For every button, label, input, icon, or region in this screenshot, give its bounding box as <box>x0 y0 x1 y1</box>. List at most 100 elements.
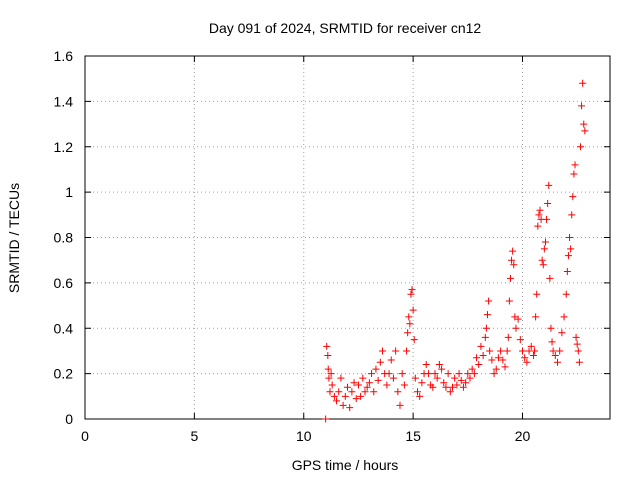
data-point <box>405 313 413 321</box>
data-point <box>379 347 386 355</box>
data-point <box>368 370 376 378</box>
y-tick-label: 0.8 <box>54 230 74 246</box>
data-point <box>322 415 330 423</box>
data-point <box>404 329 412 337</box>
axis-ticks <box>84 55 610 420</box>
data-point <box>323 342 331 350</box>
data-point <box>446 388 454 396</box>
data-point <box>492 365 500 373</box>
data-point <box>411 374 419 382</box>
data-point <box>509 247 517 255</box>
data-point <box>504 333 512 341</box>
data-point <box>326 388 334 396</box>
data-point <box>341 392 349 400</box>
data-point <box>564 252 572 260</box>
data-point <box>422 361 430 369</box>
data-point <box>570 170 578 178</box>
data-point <box>499 356 507 364</box>
data-point <box>354 381 362 389</box>
data-point <box>327 370 335 378</box>
data-point <box>453 381 461 389</box>
data-point <box>462 379 470 387</box>
data-point <box>510 261 518 269</box>
data-point <box>468 365 476 373</box>
data-point <box>571 161 579 169</box>
data-point <box>503 347 511 355</box>
data-point <box>575 358 583 366</box>
data-point <box>333 397 341 405</box>
data-point <box>410 336 418 344</box>
data-point <box>337 374 345 382</box>
data-point <box>435 361 443 369</box>
data-point <box>536 206 544 214</box>
plot-frame <box>84 55 611 420</box>
data-point <box>567 245 575 253</box>
data-point <box>370 388 378 396</box>
data-point <box>438 365 446 373</box>
data-point <box>414 388 421 396</box>
data-point <box>523 358 531 366</box>
data-point <box>372 365 380 373</box>
data-point <box>339 401 347 409</box>
data-point <box>374 376 382 384</box>
data-point <box>477 342 485 350</box>
data-point <box>363 383 371 391</box>
data-point <box>573 340 581 348</box>
data-point <box>352 395 360 403</box>
data-point <box>442 383 450 391</box>
data-points <box>322 79 589 423</box>
data-point <box>506 274 514 282</box>
x-tick-label: 15 <box>405 428 421 444</box>
data-point <box>409 306 417 314</box>
data-point <box>574 347 582 355</box>
data-point <box>455 370 463 378</box>
x-tick-label: 10 <box>296 428 312 444</box>
data-point <box>560 313 568 321</box>
data-point <box>562 290 570 298</box>
y-tick-labels: 0 0.2 0.4 0.6 0.8 1 1.2 1.4 1.6 <box>54 48 74 427</box>
data-point <box>569 193 577 201</box>
data-point <box>572 333 580 341</box>
data-point <box>392 347 400 355</box>
data-point <box>387 356 395 364</box>
data-point <box>330 392 338 400</box>
data-point <box>546 274 554 282</box>
data-point <box>535 211 543 219</box>
data-point <box>543 215 551 223</box>
data-point <box>449 383 456 391</box>
data-point <box>482 324 490 332</box>
data-point <box>490 370 498 378</box>
y-tick-label: 0.6 <box>54 275 74 291</box>
data-point <box>521 354 529 362</box>
data-point <box>429 383 437 391</box>
data-point <box>533 290 541 298</box>
y-tick-label: 0.2 <box>54 366 74 382</box>
data-point <box>512 324 520 332</box>
data-point <box>527 342 535 350</box>
data-point <box>361 388 369 396</box>
data-point <box>519 347 526 355</box>
data-point <box>551 351 559 359</box>
data-point <box>383 381 391 389</box>
data-point <box>529 351 537 359</box>
data-point <box>357 392 365 400</box>
data-point <box>548 338 556 346</box>
data-point <box>549 347 557 355</box>
data-point <box>396 401 404 409</box>
data-point <box>473 354 481 362</box>
data-point <box>475 361 483 369</box>
data-point <box>416 392 424 400</box>
data-point <box>451 374 459 382</box>
data-point <box>547 324 555 332</box>
data-point <box>328 381 336 389</box>
data-point <box>558 329 566 337</box>
data-point <box>494 354 502 362</box>
data-point <box>394 388 402 396</box>
data-point <box>531 347 539 355</box>
data-point <box>579 79 587 87</box>
data-point <box>516 336 524 344</box>
y-tick-label: 1.6 <box>54 48 74 64</box>
data-point <box>544 199 552 207</box>
data-point <box>350 379 358 387</box>
data-point <box>563 268 571 276</box>
